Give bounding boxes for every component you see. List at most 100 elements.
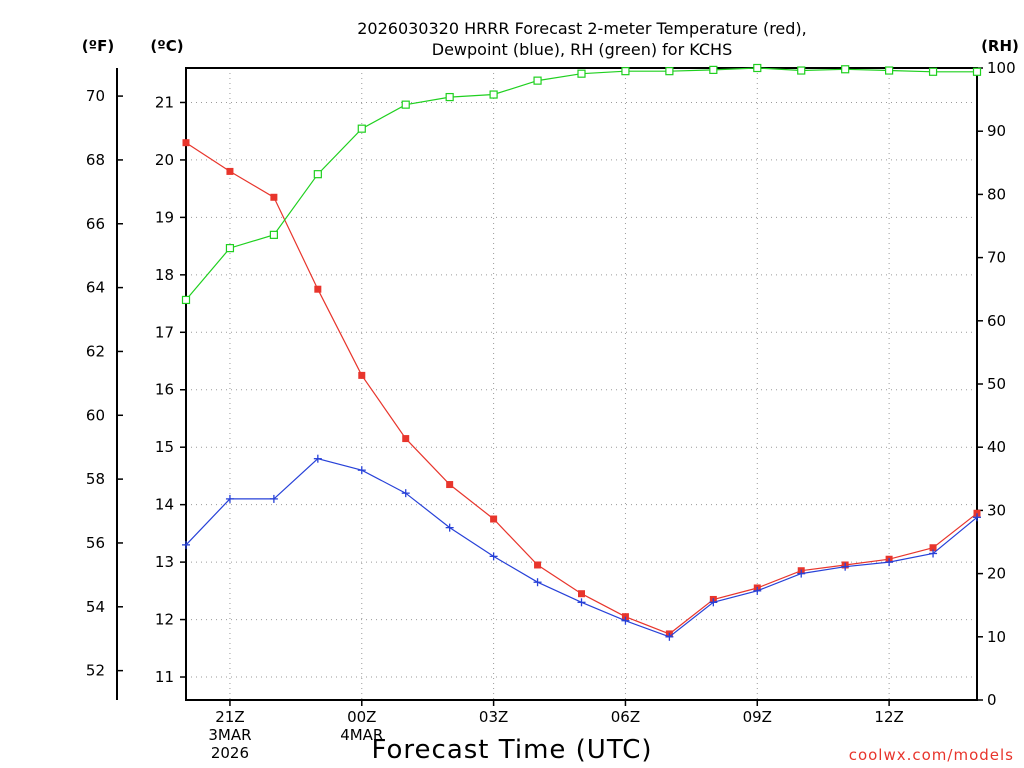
rh-tick-label: 80 <box>987 185 1006 203</box>
temperature-point <box>446 481 454 489</box>
celsius-tick-label: 17 <box>155 323 174 341</box>
dewpoint-point <box>841 562 850 571</box>
rh-point <box>357 124 366 133</box>
dewpoint-line <box>185 458 978 638</box>
tick-labels: 11 12 13 14 15 16 17 18 19 20 21 52 54 56 58 60 62 64 66 68… <box>86 59 1016 762</box>
celsius-tick-label: 13 <box>155 553 174 571</box>
fahrenheit-tick-label: 52 <box>86 662 105 680</box>
fahrenheit-tick-label: 68 <box>86 151 105 169</box>
dewpoint-point <box>357 466 366 475</box>
rh-tick-label: 40 <box>987 438 1006 456</box>
celsius-tick-label: 15 <box>155 438 174 456</box>
celsius-unit-label: (ºC) <box>150 37 183 55</box>
rh-tick-label: 90 <box>987 122 1006 140</box>
rh-point <box>445 92 454 102</box>
temperature-point <box>314 285 322 293</box>
celsius-tick-label: 20 <box>155 151 174 169</box>
x-tick-date-label: 3MAR <box>208 726 251 744</box>
data-series <box>181 63 982 641</box>
fahrenheit-tick-label: 62 <box>86 342 105 360</box>
credit-text: coolwx.com/models <box>849 746 1014 764</box>
celsius-tick-label: 11 <box>155 668 174 686</box>
rh-point <box>313 170 322 179</box>
rh-point <box>533 76 542 85</box>
dewpoint-point <box>401 489 410 498</box>
rh-tick-label: 30 <box>987 501 1006 519</box>
x-tick-label: 21Z <box>215 708 244 726</box>
rh-point <box>401 100 410 109</box>
temperature-point <box>973 509 981 517</box>
dewpoint-point <box>445 523 454 532</box>
dewpoint-point <box>973 513 981 522</box>
dewpoint-point <box>182 540 190 549</box>
celsius-tick-label: 12 <box>155 611 174 629</box>
fahrenheit-tick-label: 64 <box>86 279 105 297</box>
rh-tick-label: 100 <box>987 59 1016 77</box>
chart-title-line2: Dewpoint (blue), RH (green) for KCHS <box>432 40 732 59</box>
temperature-series <box>182 139 981 638</box>
rh-point <box>709 65 718 74</box>
temperature-point <box>182 139 190 147</box>
rh-point <box>225 244 235 253</box>
dewpoint-point <box>665 632 674 641</box>
x-tick-label: 03Z <box>479 708 508 726</box>
rh-tick-label: 20 <box>987 565 1006 583</box>
fahrenheit-tick-label: 54 <box>86 598 105 616</box>
dewpoint-point <box>313 454 322 463</box>
fahrenheit-tick-label: 58 <box>86 470 105 488</box>
x-tick-label: 09Z <box>743 708 772 726</box>
temperature-point <box>358 371 366 379</box>
celsius-tick-label: 21 <box>155 93 174 111</box>
gridlines <box>186 68 977 700</box>
fahrenheit-tick-label: 60 <box>86 406 105 424</box>
rh-tick-label: 70 <box>987 249 1006 267</box>
dewpoint-series <box>182 454 981 641</box>
celsius-tick-label: 18 <box>155 266 174 284</box>
rh-point <box>665 67 674 76</box>
dewpoint-point <box>709 598 718 607</box>
rh-point <box>489 90 498 99</box>
rh-tick-label: 60 <box>987 312 1006 330</box>
rh-point <box>181 295 191 305</box>
rh-point <box>621 67 630 76</box>
temperature-point <box>578 590 585 598</box>
dewpoint-point <box>269 494 278 503</box>
x-axis-label: Forecast Time (UTC) <box>371 735 652 765</box>
chart-title-line1: 2026030320 HRRR Forecast 2-meter Tempera… <box>357 19 807 38</box>
fahrenheit-tick-label: 66 <box>86 215 105 233</box>
temperature-point <box>402 435 410 443</box>
dewpoint-point <box>621 616 630 625</box>
rh-point <box>885 66 894 75</box>
temperature-point <box>534 561 542 569</box>
dewpoint-point <box>577 598 586 607</box>
rh-tick-label: 10 <box>987 628 1006 646</box>
dewpoint-point <box>929 549 938 558</box>
dewpoint-point <box>225 494 234 503</box>
temperature-point <box>490 515 498 523</box>
rh-point <box>841 65 850 74</box>
rh-point <box>269 230 278 239</box>
x-tick-year-label: 2026 <box>211 744 249 762</box>
axes <box>116 67 983 706</box>
dewpoint-point <box>489 552 498 561</box>
fahrenheit-unit-label: (ºF) <box>82 37 114 55</box>
temperature-point <box>270 193 278 201</box>
dewpoint-point <box>797 569 806 578</box>
rh-point <box>577 69 586 78</box>
celsius-tick-label: 14 <box>155 496 174 514</box>
dewpoint-point <box>885 558 894 567</box>
fahrenheit-tick-label: 56 <box>86 534 105 552</box>
x-tick-label: 06Z <box>611 708 640 726</box>
celsius-tick-label: 19 <box>155 208 174 226</box>
fahrenheit-tick-label: 70 <box>86 87 105 105</box>
temperature-point <box>929 544 937 552</box>
rh-series <box>181 63 982 305</box>
celsius-tick-label: 16 <box>155 381 174 399</box>
dewpoint-point <box>533 578 542 587</box>
rh-tick-label: 50 <box>987 375 1006 393</box>
rh-point <box>972 67 982 76</box>
rh-tick-label: 0 <box>987 691 997 709</box>
rh-unit-label: (RH) <box>981 37 1019 55</box>
x-tick-label: 00Z <box>347 708 376 726</box>
